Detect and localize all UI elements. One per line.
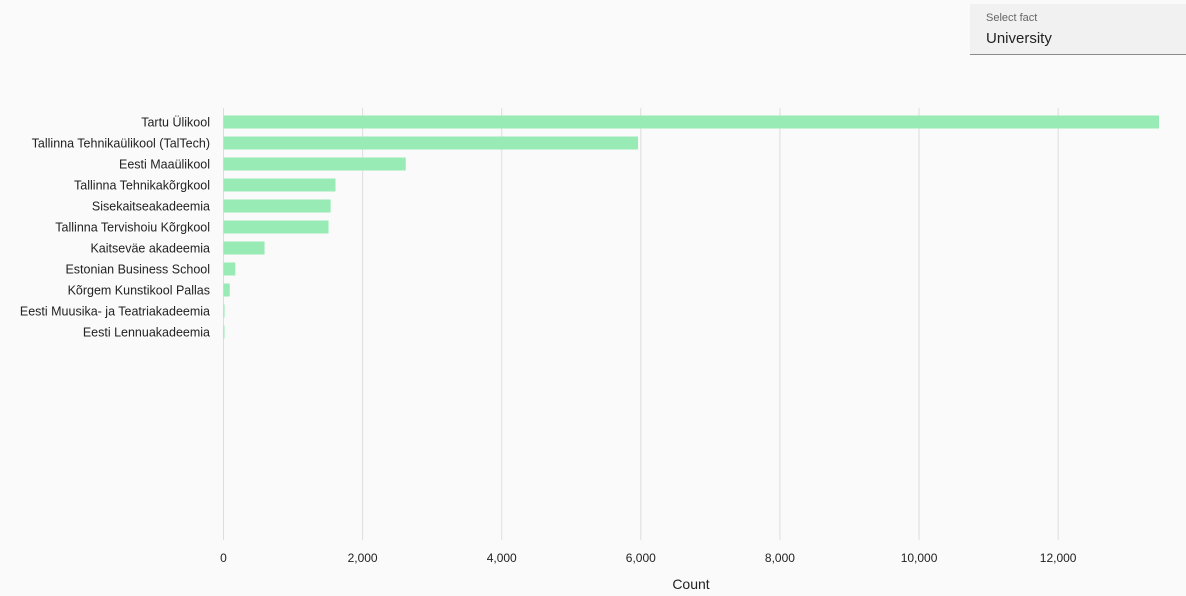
x-tick-label: 2,000 — [348, 551, 378, 565]
bars — [223, 115, 1160, 339]
x-tick-label: 8,000 — [765, 551, 795, 565]
select-fact-label: Select fact — [986, 12, 1038, 24]
category-label: Tallinna Tehnikakõrgkool — [74, 179, 210, 193]
x-tick-label: 12,000 — [1040, 551, 1077, 565]
bar[interactable] — [223, 115, 1160, 129]
category-label: Estonian Business School — [65, 263, 210, 277]
bar[interactable] — [223, 220, 329, 234]
bar[interactable] — [223, 136, 639, 150]
bar[interactable] — [223, 199, 331, 213]
bar[interactable] — [223, 325, 225, 339]
category-label: Kaitseväe akadeemia — [90, 242, 210, 256]
x-axis-title: Count — [672, 576, 709, 592]
gridlines — [223, 108, 1059, 540]
x-tick-label: 10,000 — [901, 551, 938, 565]
bar[interactable] — [223, 304, 225, 318]
x-tick-label: 4,000 — [487, 551, 517, 565]
x-tick-label: 6,000 — [626, 551, 656, 565]
category-label: Sisekaitseakadeemia — [92, 200, 210, 214]
category-label: Eesti Maaülikool — [119, 158, 210, 172]
bar[interactable] — [223, 157, 406, 171]
category-label: Tallinna Tervishoiu Kõrgkool — [55, 221, 210, 235]
category-labels: Tartu Ülikool Tallinna Tehnikaülikool (Ta… — [20, 116, 210, 340]
select-fact-dropdown[interactable]: Select fact University — [970, 4, 1186, 55]
bar[interactable] — [223, 262, 236, 276]
category-label: Kõrgem Kunstikool Pallas — [68, 284, 210, 298]
category-label: Eesti Lennuakadeemia — [83, 326, 210, 340]
select-fact-value: University — [986, 30, 1052, 47]
category-label: Eesti Muusika- ja Teatriakadeemia — [20, 305, 210, 319]
bar[interactable] — [223, 241, 265, 255]
bar[interactable] — [223, 283, 230, 297]
x-tick-label: 0 — [220, 551, 227, 565]
category-label: Tallinna Tehnikaülikool (TalTech) — [32, 137, 210, 151]
category-label: Tartu Ülikool — [141, 116, 210, 130]
bar[interactable] — [223, 178, 336, 192]
x-tick-labels: 0 2,000 4,000 6,000 8,000 10,000 12,000 — [220, 551, 1077, 565]
